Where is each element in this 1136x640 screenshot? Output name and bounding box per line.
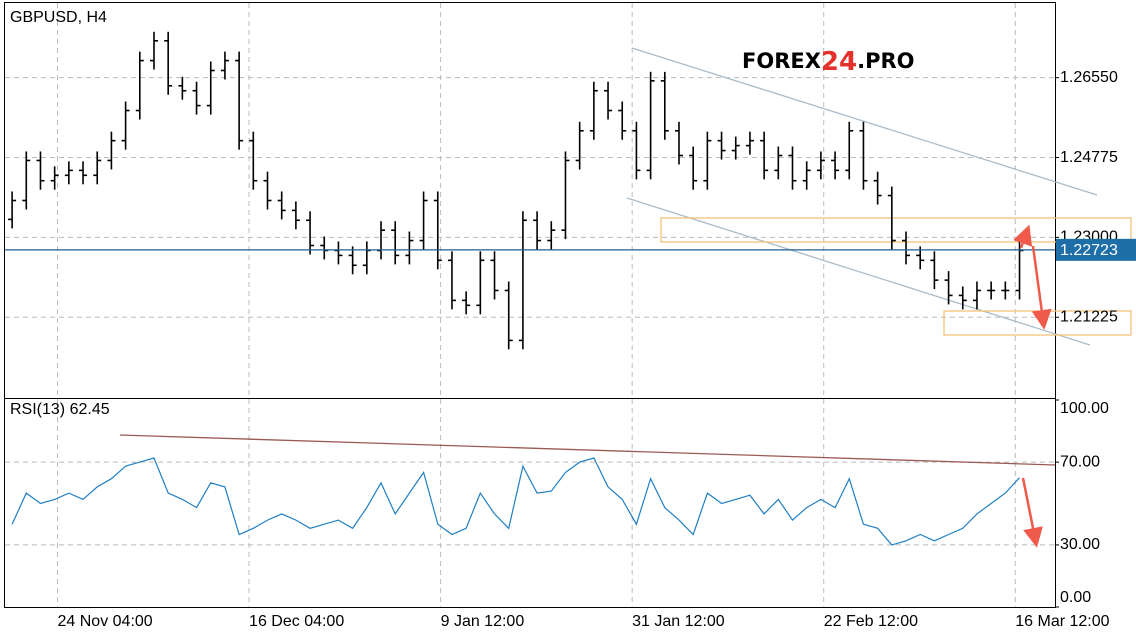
y-tick-label: 100.00: [1060, 400, 1109, 417]
arrow-down: [1031, 245, 1052, 330]
watermark-part: FOREX: [742, 49, 821, 73]
x-tick-label: 16 Mar 12:00: [1015, 613, 1109, 630]
y-tick-label: 1.26550: [1060, 69, 1118, 86]
current-price-label: 1.22723: [1060, 242, 1118, 259]
rsi-line: [11, 457, 1020, 546]
watermark-part: .PRO: [857, 49, 914, 73]
rsi-arrow-down: [1021, 477, 1043, 548]
y-tick-label: 30.00: [1060, 536, 1100, 553]
channel-upper: [631, 47, 1098, 196]
chart-title: GBPUSD, H4: [10, 9, 107, 26]
rsi-frame: [4, 398, 1056, 608]
y-tick-label: 0.00: [1060, 589, 1091, 606]
x-tick-label: 31 Jan 12:00: [632, 613, 725, 630]
rsi-title: RSI(13) 62.45: [10, 401, 110, 418]
channel-lower: [626, 197, 1091, 346]
arrow-up: [1013, 224, 1033, 249]
y-tick-label: 70.00: [1060, 453, 1100, 470]
y-tick-label: 1.21225: [1060, 308, 1118, 325]
x-tick-label: 9 Jan 12:00: [441, 613, 525, 630]
watermark: FOREX24.PRO: [742, 47, 915, 77]
rsi-trendline: [119, 434, 1056, 466]
x-tick-label: 24 Nov 04:00: [58, 613, 153, 630]
y-tick-label: 1.24775: [1060, 149, 1118, 166]
x-tick-label: 16 Dec 04:00: [249, 613, 344, 630]
resistance-zone: [660, 217, 1132, 243]
current-price-box: [1056, 238, 1136, 261]
x-tick-label: 22 Feb 12:00: [824, 613, 918, 630]
watermark-part: 24: [821, 47, 857, 77]
